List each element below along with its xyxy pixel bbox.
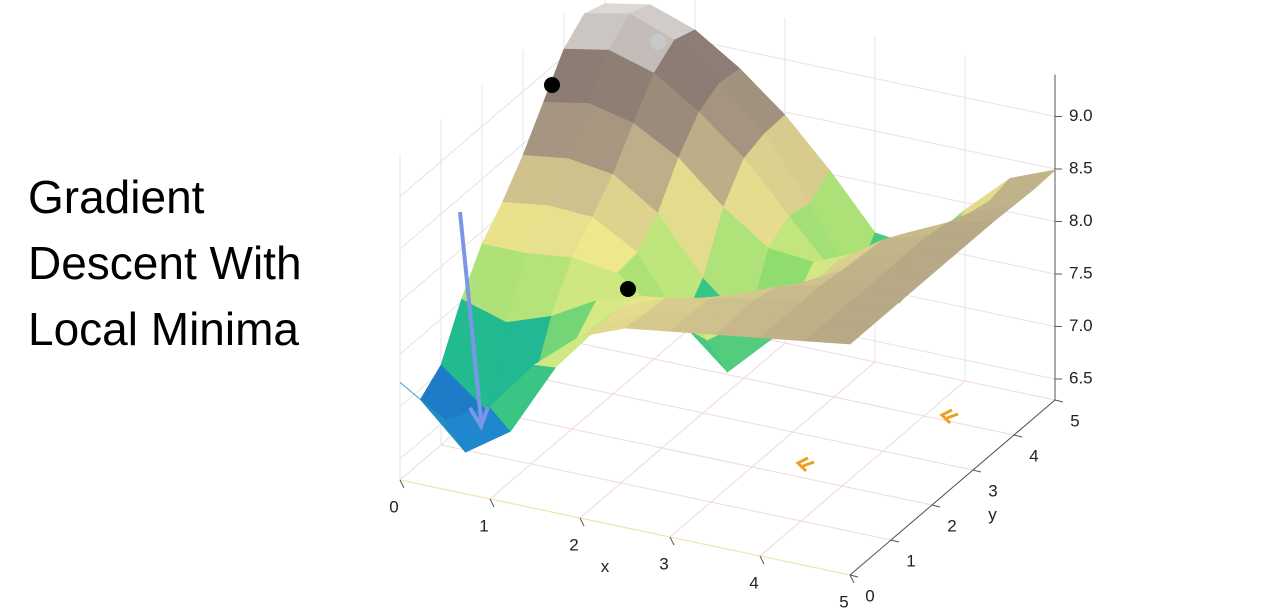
y-tick-label: 4 xyxy=(1029,446,1038,465)
z-tick-label: 9.0 xyxy=(1069,106,1093,125)
floor-grid-line xyxy=(522,374,974,471)
x-tick-label: 2 xyxy=(569,535,578,554)
floor-grid-line xyxy=(440,444,892,541)
y-tick xyxy=(849,574,859,578)
y-tick-label: 0 xyxy=(865,586,874,605)
gradient-arrow xyxy=(458,211,483,421)
y-axis-label: y xyxy=(988,505,997,524)
x-tick-label: 0 xyxy=(389,497,398,516)
x-tick xyxy=(669,536,675,546)
x-tick-label: 3 xyxy=(659,554,668,573)
y-tick xyxy=(931,504,941,508)
x-tick xyxy=(489,498,495,508)
annotations xyxy=(458,34,959,473)
y-tick xyxy=(972,469,982,473)
x-tick-label: 5 xyxy=(839,592,848,611)
surface xyxy=(399,3,1057,453)
x-tick xyxy=(579,517,585,527)
x-tick-label: 1 xyxy=(479,516,488,535)
descent-point xyxy=(620,281,636,297)
step-arrow xyxy=(939,408,959,425)
step-arrow xyxy=(795,456,815,473)
x-axis-label: x xyxy=(601,557,610,576)
floor-grid-line xyxy=(481,409,933,506)
z-tick-label: 7.5 xyxy=(1069,263,1093,282)
x-tick xyxy=(759,555,765,565)
y-tick xyxy=(1013,434,1023,438)
y-tick-label: 2 xyxy=(947,516,956,535)
floor-grid-line xyxy=(489,323,696,500)
floor-grid-line xyxy=(669,361,876,538)
x-tick xyxy=(399,479,405,489)
descent-point xyxy=(544,77,560,93)
z-tick-label: 6.5 xyxy=(1069,368,1093,387)
chart-title: Gradient Descent With Local Minima xyxy=(28,171,302,355)
z-tick-label: 8.0 xyxy=(1069,211,1093,230)
z-tick-label: 8.5 xyxy=(1069,158,1093,177)
y-tick-label: 5 xyxy=(1070,411,1079,430)
floor-grid-line xyxy=(579,342,786,519)
floor-grid-line xyxy=(563,339,1015,436)
y-axis-line xyxy=(849,399,1056,576)
surface-cell xyxy=(803,322,872,345)
y-tick xyxy=(890,539,900,543)
x-tick xyxy=(849,574,855,584)
descent-point xyxy=(650,34,666,50)
floor-grid-line xyxy=(759,380,966,557)
z-tick-label: 7.0 xyxy=(1069,316,1093,335)
x-axis-line xyxy=(399,479,851,576)
y-tick-label: 1 xyxy=(906,551,915,570)
y-tick xyxy=(1054,399,1064,403)
y-tick-label: 3 xyxy=(988,481,997,500)
x-tick-label: 4 xyxy=(749,573,758,592)
gradient-arrow-head xyxy=(468,406,490,431)
